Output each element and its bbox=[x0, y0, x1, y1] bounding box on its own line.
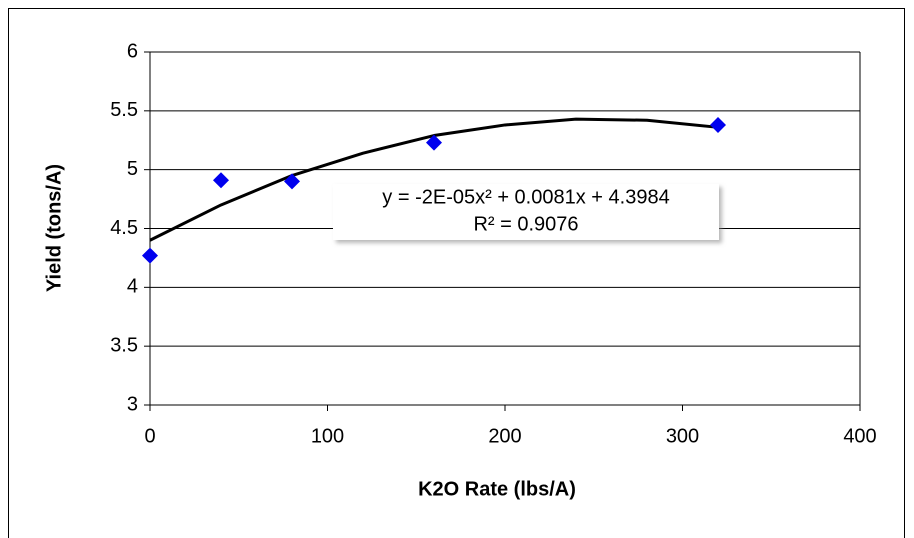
y-tick-label: 3 bbox=[127, 393, 138, 415]
marker bbox=[426, 134, 442, 151]
trendline-label: y = -2E-05x² + 0.0081x + 4.3984 R² = 0.9… bbox=[333, 184, 719, 240]
marker bbox=[710, 116, 726, 133]
x-tick-label: 300 bbox=[666, 425, 699, 447]
marker bbox=[284, 173, 300, 190]
marker bbox=[213, 172, 229, 189]
x-tick-label: 400 bbox=[843, 425, 876, 447]
y-tick-label: 6 bbox=[127, 40, 138, 62]
plot-area: 3 3.5 4 4.5 5 5.5 6 0 100 200 300 400 bbox=[110, 40, 877, 447]
marker bbox=[142, 247, 158, 264]
trendline-r-squared: R² = 0.9076 bbox=[473, 213, 578, 235]
x-tick-label: 100 bbox=[311, 425, 344, 447]
chart-border bbox=[8, 8, 905, 538]
x-tick-label: 0 bbox=[144, 425, 155, 447]
x-tick-label: 200 bbox=[488, 425, 521, 447]
trendline-equation: y = -2E-05x² + 0.0081x + 4.3984 bbox=[382, 186, 669, 208]
x-axis-title: K2O Rate (lbs/A) bbox=[418, 478, 576, 500]
y-axis-title: Yield (tons/A) bbox=[43, 164, 65, 292]
y-tick-label: 5 bbox=[127, 158, 138, 180]
y-tick-label: 4 bbox=[127, 276, 138, 298]
y-tick-label: 3.5 bbox=[110, 334, 138, 356]
y-tick-label: 5.5 bbox=[110, 99, 138, 121]
label-box bbox=[333, 184, 719, 240]
y-tick-label: 4.5 bbox=[110, 217, 138, 239]
